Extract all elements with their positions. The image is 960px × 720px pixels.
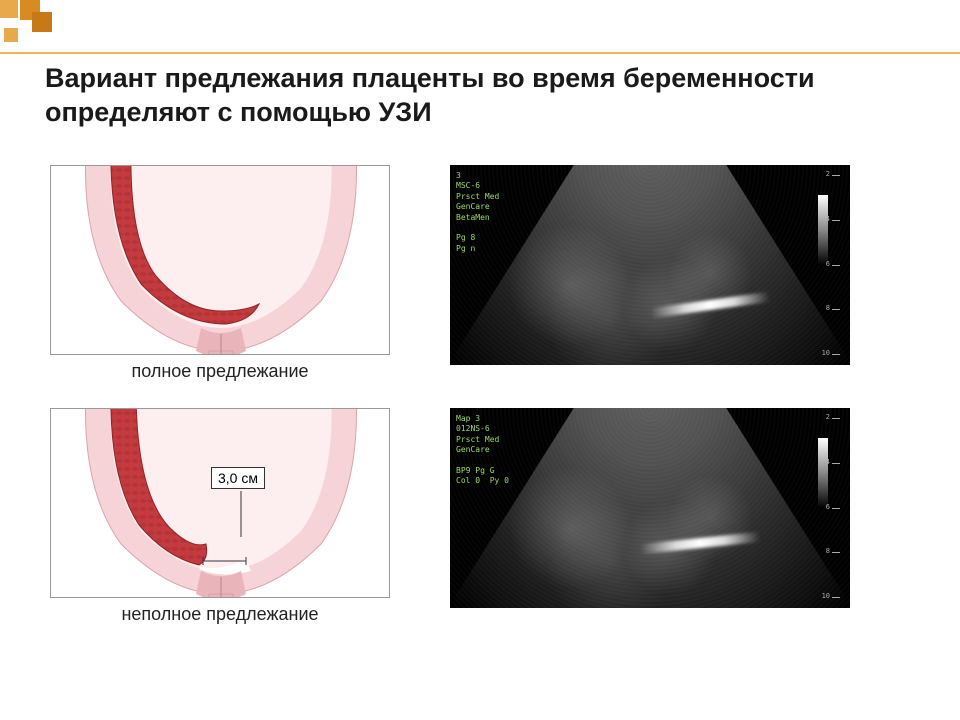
grayscale-bar — [818, 438, 828, 508]
slide-title: Вариант предлежания плаценты во время бе… — [45, 62, 920, 130]
caption-incomplete: неполное предлежание — [50, 604, 390, 625]
row-complete: полное предлежание 3 MSC-6 Prsct Med Gen… — [50, 165, 920, 396]
depth-scale: 2 4 6 8 10 — [832, 175, 846, 355]
ultrasound-label-bottom: Map 3 012NS-6 Prsct Med GenCare BP9 Pg G… — [456, 414, 509, 487]
diagram-incomplete: 3,0 см — [50, 408, 390, 598]
diagram-incomplete-wrapper: 3,0 см неполное предлежание — [50, 408, 390, 639]
depth-scale: 2 4 6 8 10 — [832, 418, 846, 598]
ultrasound-label-top: 3 MSC-6 Prsct Med GenCare BetaMen Pg 8 P… — [456, 171, 499, 254]
diagram-complete-svg — [51, 166, 390, 355]
corner-decoration — [0, 0, 70, 50]
diagram-complete-wrapper: полное предлежание — [50, 165, 390, 396]
diagram-incomplete-svg — [51, 409, 390, 598]
ultrasound-incomplete: Map 3 012NS-6 Prsct Med GenCare BP9 Pg G… — [450, 408, 850, 608]
divider-line — [0, 52, 960, 54]
content-area: полное предлежание 3 MSC-6 Prsct Med Gen… — [50, 165, 920, 651]
diagram-complete — [50, 165, 390, 355]
row-incomplete: 3,0 см неполное предлежание Map 3 012NS-… — [50, 408, 920, 639]
grayscale-bar — [818, 195, 828, 265]
ultrasound-complete: 3 MSC-6 Prsct Med GenCare BetaMen Pg 8 P… — [450, 165, 850, 365]
caption-complete: полное предлежание — [50, 361, 390, 382]
measurement-label: 3,0 см — [211, 467, 265, 489]
